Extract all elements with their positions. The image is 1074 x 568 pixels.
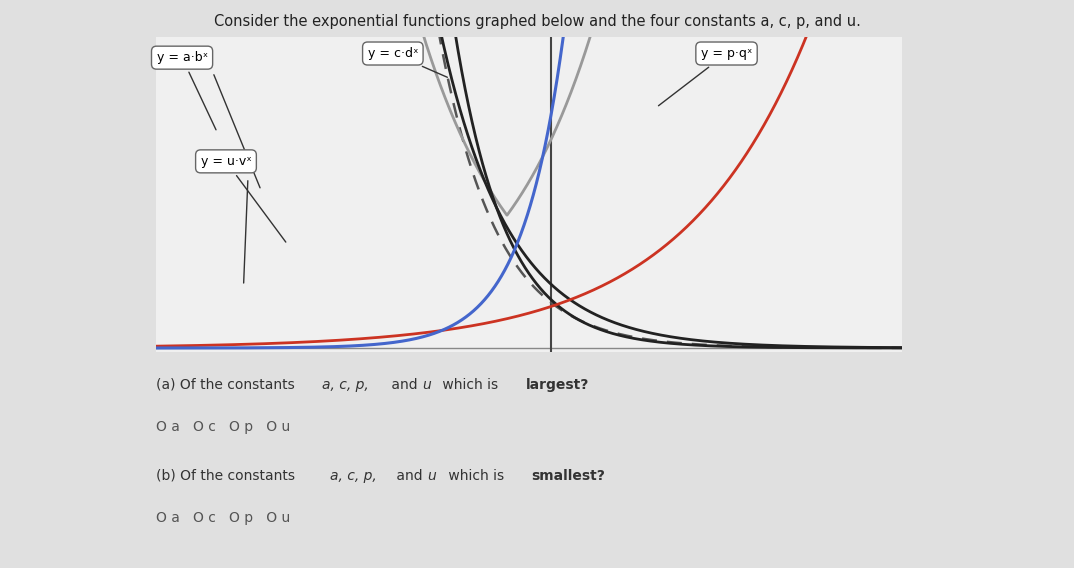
Text: O a   O c   O p   O u: O a O c O p O u xyxy=(156,511,290,525)
Text: and: and xyxy=(387,378,422,392)
Text: u: u xyxy=(427,469,436,483)
Text: which is: which is xyxy=(438,378,503,392)
Text: largest?: largest? xyxy=(526,378,590,392)
Text: y = u·vˣ: y = u·vˣ xyxy=(201,155,286,242)
Text: (a) Of the constants: (a) Of the constants xyxy=(156,378,299,392)
Text: Consider the exponential functions graphed below and the four constants a, c, p,: Consider the exponential functions graph… xyxy=(214,14,860,29)
Text: which is: which is xyxy=(444,469,508,483)
Text: y = c·dˣ: y = c·dˣ xyxy=(367,47,448,77)
Text: O a   O c   O p   O u: O a O c O p O u xyxy=(156,420,290,435)
Text: (b) Of the constants: (b) Of the constants xyxy=(156,469,299,483)
Text: smallest?: smallest? xyxy=(532,469,606,483)
Text: a, c, p,: a, c, p, xyxy=(322,378,369,392)
Text: and: and xyxy=(392,469,427,483)
Text: y = a·bˣ: y = a·bˣ xyxy=(157,51,216,130)
Text: y = p·qˣ: y = p·qˣ xyxy=(658,47,752,106)
Text: a, c, p,: a, c, p, xyxy=(330,469,377,483)
Text: u: u xyxy=(422,378,431,392)
